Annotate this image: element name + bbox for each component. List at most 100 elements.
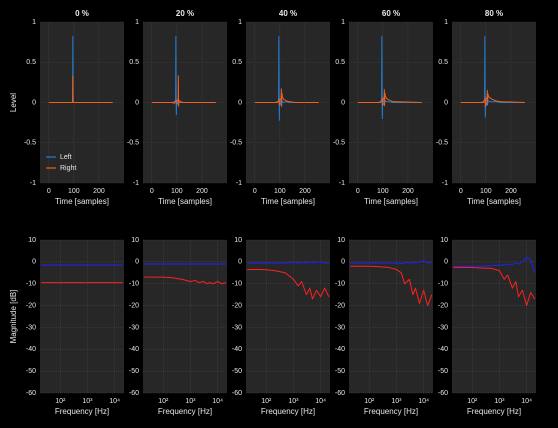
plot-area [143, 240, 227, 393]
y-tick-label: -0.5 [24, 140, 36, 147]
y-tick-label: -20 [26, 302, 36, 309]
y-tick-label: 1 [444, 19, 448, 26]
y-tick-label: 0 [32, 259, 36, 266]
y-tick-label: -0.5 [333, 140, 345, 147]
y-tick-label: -60 [438, 390, 448, 397]
plot-area [246, 240, 330, 393]
y-tick-label: 0 [238, 259, 242, 266]
x-tick-label: 10³ [494, 398, 505, 405]
series-line [357, 35, 422, 120]
y-tick-label: -1 [30, 180, 36, 187]
series-line [144, 276, 226, 285]
y-tick-label: 1 [238, 19, 242, 26]
y-tick-label: 10 [234, 237, 242, 244]
x-tick-label: 100 [171, 188, 183, 195]
x-axis-label: Frequency [Hz] [364, 407, 418, 416]
x-tick-label: 10³ [288, 398, 299, 405]
x-tick-label: 10² [158, 398, 169, 405]
y-tick-label: 10 [28, 237, 36, 244]
series-line [254, 35, 319, 121]
y-tick-label: 0.5 [335, 59, 345, 66]
y-tick-label: 0.5 [438, 59, 448, 66]
y-tick-label: 0 [444, 99, 448, 106]
x-tick-label: 200 [505, 188, 517, 195]
series-line [247, 261, 329, 264]
y-tick-label: -1 [339, 180, 345, 187]
y-tick-label: -30 [26, 324, 36, 331]
y-tick-label: -40 [129, 346, 139, 353]
y-tick-label: 0.5 [129, 59, 139, 66]
x-tick-label: 10⁴ [521, 398, 532, 405]
x-tick-label: 100 [68, 188, 80, 195]
y-axis-label: Magnitude [dB] [9, 290, 18, 344]
x-tick-label: 0 [150, 188, 154, 195]
y-tick-label: -10 [129, 281, 139, 288]
x-tick-label: 10³ [391, 398, 402, 405]
series-line [453, 256, 536, 273]
y-tick-label: -40 [335, 346, 345, 353]
series-line [247, 269, 330, 300]
x-tick-label: 200 [299, 188, 311, 195]
x-axis-label: Frequency [Hz] [261, 407, 315, 416]
y-tick-label: -60 [26, 390, 36, 397]
plot-area [349, 240, 433, 393]
y-tick-label: -50 [26, 368, 36, 375]
y-tick-label: 0.5 [232, 59, 242, 66]
series-line [254, 88, 319, 108]
x-axis-label: Time [samples] [364, 197, 418, 206]
y-tick-label: -0.5 [436, 140, 448, 147]
y-tick-label: 1 [32, 19, 36, 26]
x-tick-label: 200 [93, 188, 105, 195]
x-tick-label: 0 [459, 188, 463, 195]
y-tick-label: 0.5 [26, 59, 36, 66]
x-axis-label: Time [samples] [467, 197, 521, 206]
y-tick-label: -50 [335, 368, 345, 375]
series-line [48, 75, 113, 103]
x-tick-label: 100 [480, 188, 492, 195]
y-tick-label: -60 [129, 390, 139, 397]
x-tick-label: 0 [47, 188, 51, 195]
y-tick-label: 0 [238, 99, 242, 106]
y-tick-label: -0.5 [230, 140, 242, 147]
x-tick-label: 0 [356, 188, 360, 195]
x-tick-label: 10² [364, 398, 375, 405]
y-tick-label: -10 [438, 281, 448, 288]
y-tick-label: -0.5 [127, 140, 139, 147]
x-tick-label: 10³ [185, 398, 196, 405]
x-tick-label: 0 [253, 188, 257, 195]
y-tick-label: 0 [32, 99, 36, 106]
y-tick-label: 10 [131, 237, 139, 244]
y-tick-label: -10 [232, 281, 242, 288]
x-axis-label: Time [samples] [55, 197, 109, 206]
x-tick-label: 100 [274, 188, 286, 195]
y-tick-label: -60 [232, 390, 242, 397]
y-tick-label: -60 [335, 390, 345, 397]
panel-title: 20 % [176, 9, 194, 18]
x-tick-label: 10⁴ [315, 398, 326, 405]
x-axis-label: Time [samples] [158, 197, 212, 206]
x-tick-label: 10⁴ [418, 398, 429, 405]
y-tick-label: -1 [236, 180, 242, 187]
panel-title: 40 % [279, 9, 297, 18]
legend-label: Left [60, 154, 72, 161]
panel-title: 80 % [485, 9, 503, 18]
y-tick-label: 10 [440, 237, 448, 244]
y-tick-label: -30 [335, 324, 345, 331]
series-line [460, 89, 525, 108]
y-tick-label: -50 [232, 368, 242, 375]
y-tick-label: -30 [232, 324, 242, 331]
y-tick-label: -40 [232, 346, 242, 353]
y-tick-label: 0 [341, 99, 345, 106]
x-tick-label: 200 [402, 188, 414, 195]
plot-area [452, 240, 536, 393]
y-tick-label: 1 [341, 19, 345, 26]
series-line [453, 266, 536, 307]
y-axis-label: Level [9, 93, 18, 112]
x-axis-label: Frequency [Hz] [158, 407, 212, 416]
y-tick-label: 10 [337, 237, 345, 244]
x-axis-label: Frequency [Hz] [55, 407, 109, 416]
panel-title: 60 % [382, 9, 400, 18]
y-tick-label: -10 [26, 281, 36, 288]
y-tick-label: -50 [129, 368, 139, 375]
